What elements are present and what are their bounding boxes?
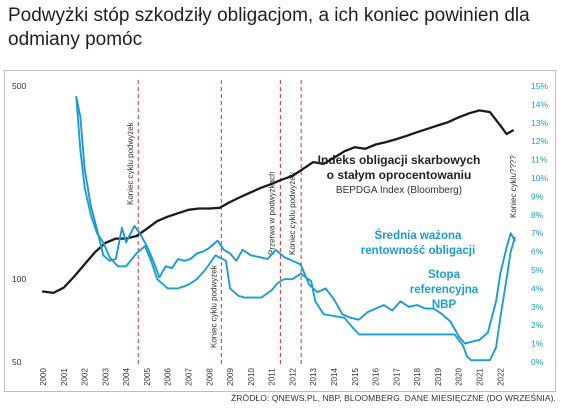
yield-annotation: Średnia ważona [375,229,463,242]
x-tick-label: 2007 [185,368,194,386]
right-tick-label: 9% [531,191,544,201]
right-tick-label: 6% [531,247,544,257]
x-tick-label: 2005 [143,368,152,386]
left-tick-label: 100 [12,274,26,284]
right-tick-label: 1% [531,339,544,349]
cycle-end-2022-label: Koniec cyklu???? [509,155,518,218]
x-tick-label: 2022 [496,368,505,386]
right-tick-label: 12% [531,136,548,146]
x-tick-label: 2017 [392,368,401,386]
series-ref-rate-line [75,96,516,362]
right-tick-label: 11% [531,155,548,165]
ref-rate-annotation: Stopa [428,269,461,281]
index-annotation-subtitle: BEPDGA Index (Bloomberg) [336,185,462,196]
x-tick-label: 2014 [330,368,339,386]
right-tick-label: 10% [531,173,548,183]
cycle-marker-label: Koniec cyklu podwyżek [288,171,297,255]
right-tick-label: 4% [531,283,544,293]
ref-rate-annotation: referencyjna [410,284,479,296]
right-tick-label: 13% [531,118,548,128]
x-tick-label: 2009 [226,368,235,386]
series-yield-line [75,96,516,345]
yield-annotation: rentowność obligacji [361,245,475,257]
x-tick-label: 2004 [122,368,131,386]
x-tick-label: 2016 [372,368,381,386]
x-tick-label: 2010 [247,368,256,386]
right-tick-label: 15% [531,81,548,91]
index-annotation-title: Indeks obligacji skarbowych [318,153,481,167]
x-tick-label: 2020 [455,368,464,386]
right-tick-label: 0% [531,357,544,367]
left-tick-label: 50 [12,357,22,367]
x-tick-label: 2002 [81,368,90,386]
right-tick-label: 5% [531,265,544,275]
x-tick-label: 2015 [351,368,360,386]
cycle-marker-label: Koniec cyklu podwyżek [209,264,218,348]
x-tick-label: 2012 [288,368,297,386]
ref-rate-annotation: NBP [432,299,457,311]
headline: Podwyżki stóp szkodziły obligacjom, a ic… [8,5,530,50]
right-tick-label: 2% [531,320,544,330]
x-tick-label: 2003 [101,368,110,386]
x-tick-label: 2006 [164,368,173,386]
x-tick-label: 2019 [434,368,443,386]
index-annotation-title: o stałym oprocentowaniu [327,168,472,182]
x-tick-label: 2018 [413,368,422,386]
x-tick-label: 2001 [60,368,69,386]
right-tick-label: 3% [531,302,544,312]
x-tick-label: 2008 [205,368,214,386]
x-tick-label: 2013 [309,368,318,386]
x-tick-label: 2000 [39,368,48,386]
cycle-marker-label: Przerwa w podwyżkach [267,171,276,255]
series-index-line [41,109,514,295]
right-tick-label: 7% [531,228,544,238]
cycle-marker-label: Koniec cyklu podwyżek [126,121,135,205]
source-note: ŹRÓDŁO: QNEWS.PL, NBP, BLOOMBERG. DANE M… [230,393,556,403]
left-tick-label: 500 [12,81,26,91]
chart-frame [4,70,556,392]
right-tick-label: 14% [531,99,548,109]
x-tick-label: 2011 [268,368,277,386]
right-tick-label: 8% [531,210,544,220]
x-tick-label: 2021 [476,368,485,386]
